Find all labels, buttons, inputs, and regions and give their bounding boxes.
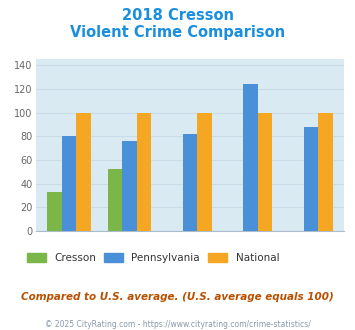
Bar <box>122 141 137 231</box>
Text: 2018 Cresson: 2018 Cresson <box>121 8 234 23</box>
Bar <box>47 192 61 231</box>
Bar <box>61 136 76 231</box>
Bar <box>318 113 333 231</box>
Bar <box>183 134 197 231</box>
Legend: Cresson, Pennsylvania, National: Cresson, Pennsylvania, National <box>23 248 283 267</box>
Bar <box>304 127 318 231</box>
Bar <box>197 113 212 231</box>
Text: © 2025 CityRating.com - https://www.cityrating.com/crime-statistics/: © 2025 CityRating.com - https://www.city… <box>45 320 310 329</box>
Bar <box>108 170 122 231</box>
Bar <box>243 84 258 231</box>
Text: Compared to U.S. average. (U.S. average equals 100): Compared to U.S. average. (U.S. average … <box>21 292 334 302</box>
Bar <box>137 113 151 231</box>
Text: Violent Crime Comparison: Violent Crime Comparison <box>70 25 285 40</box>
Bar <box>258 113 272 231</box>
Bar <box>76 113 91 231</box>
